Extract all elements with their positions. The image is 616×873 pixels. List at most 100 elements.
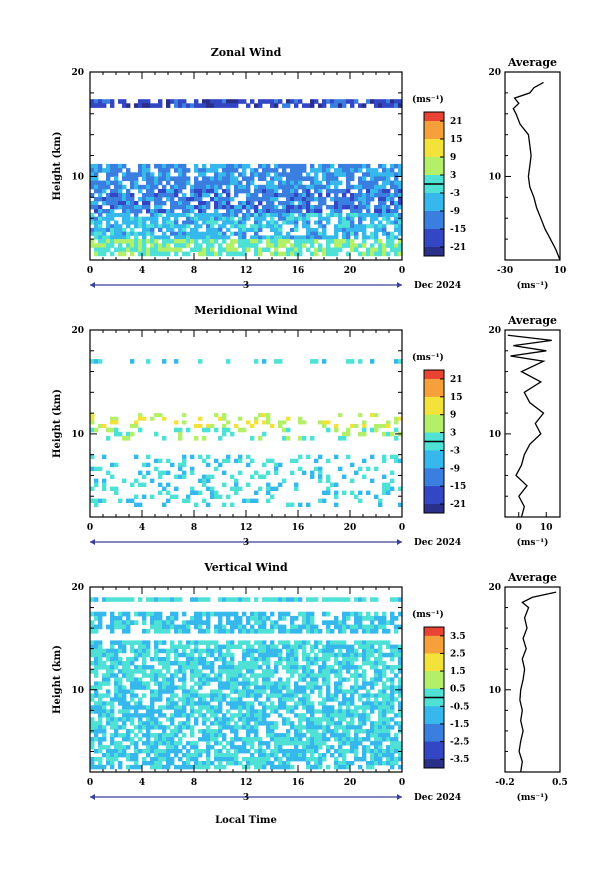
heatmap-cell [186, 701, 191, 706]
heatmap-cell [130, 685, 135, 690]
heatmap-cell [134, 213, 139, 218]
heatmap-cell [310, 470, 315, 475]
heatmap-cell [374, 656, 379, 662]
heatmap-cell [134, 656, 139, 662]
heatmap-cell [222, 764, 227, 770]
heatmap-cell [122, 673, 127, 678]
heatmap-cell [190, 640, 195, 645]
heatmap-cell [326, 235, 331, 240]
heatmap-cell [298, 677, 303, 682]
heatmap-cell [318, 213, 323, 218]
heatmap-cell [358, 757, 363, 762]
heatmap-cell [306, 669, 311, 674]
heatmap-cell [158, 163, 163, 169]
heatmap-cell [226, 620, 231, 625]
heatmap-cell [282, 741, 287, 746]
heatmap-cell [198, 597, 203, 602]
heatmap-cell [354, 168, 359, 173]
heatmap-cell [174, 729, 179, 734]
heatmap-cell [118, 597, 123, 602]
heatmap-cell [114, 227, 119, 232]
heatmap-cell [290, 725, 295, 730]
heatmap-cell [294, 172, 299, 177]
heatmap-cell [190, 656, 195, 662]
heatmap-cell [362, 661, 367, 666]
heatmap-cell [358, 227, 363, 232]
heatmap-cell [178, 197, 183, 202]
heatmap-cell [302, 168, 307, 173]
heatmap-cell [286, 689, 291, 694]
heatmap-cell [138, 648, 143, 654]
heatmap-cell [202, 172, 207, 177]
heatmap-cell [302, 197, 307, 202]
heatmap-cell [310, 733, 315, 738]
heatmap-cell [110, 648, 115, 654]
heatmap-cell [342, 216, 347, 221]
heatmap-cell [198, 677, 203, 682]
heatmap-cell [238, 597, 243, 602]
heatmap-cell [134, 235, 139, 240]
heatmap-cell [98, 231, 103, 236]
heatmap-cell [218, 611, 223, 617]
heatmap-cell [198, 753, 203, 758]
heatmap-cell [158, 227, 163, 232]
heatmap-cell [118, 498, 123, 503]
heatmap-cell [354, 213, 359, 218]
heatmap-cell [378, 652, 383, 658]
heatmap-cell [358, 168, 363, 173]
heatmap-cell [218, 197, 223, 202]
heatmap-cell [150, 227, 155, 232]
heatmap-cell [162, 673, 167, 678]
heatmap-cell [114, 652, 119, 658]
heatmap-cell [246, 628, 251, 634]
heatmap-cell [110, 665, 115, 670]
heatmap-cell [206, 486, 211, 491]
heatmap-cell [294, 482, 299, 487]
heatmap-cell [94, 709, 99, 714]
heatmap-cell [274, 764, 279, 770]
heatmap-cell [174, 247, 179, 253]
heatmap-cell [102, 673, 107, 678]
heatmap-cell [382, 231, 387, 236]
heatmap-cell [210, 729, 215, 734]
heatmap-cell [134, 180, 139, 186]
heatmap-cell [90, 176, 95, 181]
heatmap-cell [206, 239, 211, 244]
heatmap-cell [306, 620, 311, 625]
heatmap-cell [94, 205, 99, 210]
heatmap-cell [266, 713, 271, 718]
heatmap-cell [362, 213, 367, 218]
heatmap-cell [98, 764, 103, 770]
heatmap-cell [370, 427, 375, 433]
heatmap-cell [282, 640, 287, 645]
average-frame [504, 586, 561, 773]
heatmap-cell [114, 184, 119, 190]
heatmap-cell [354, 681, 359, 686]
heatmap-cell [362, 180, 367, 186]
heatmap-cell [114, 689, 119, 694]
heatmap-cell [390, 193, 395, 198]
heatmap-cell [226, 721, 231, 726]
heatmap-cell [142, 652, 147, 658]
heatmap-cell [318, 220, 323, 225]
heatmap-cell [362, 705, 367, 710]
heatmap-cell [270, 749, 275, 754]
heatmap-cell [166, 741, 171, 746]
heatmap-cell [366, 209, 371, 214]
heatmap-cell [182, 620, 187, 625]
heatmap-cell [366, 163, 371, 169]
heatmap-cell [94, 611, 99, 617]
heatmap-cell [158, 681, 163, 686]
heatmap-cell [358, 624, 363, 630]
heatmap-cell [278, 176, 283, 181]
heatmap-cell [134, 761, 139, 766]
heatmap-cell [398, 163, 403, 169]
heatmap-cell [98, 685, 103, 690]
heatmap-cell [310, 721, 315, 726]
heatmap-cell [310, 705, 315, 710]
heatmap-cell [318, 665, 323, 670]
heatmap-cell [182, 611, 187, 617]
heatmap-cell [214, 689, 219, 694]
day-bar-end-arrow [397, 794, 402, 800]
heatmap-cell [350, 490, 355, 495]
